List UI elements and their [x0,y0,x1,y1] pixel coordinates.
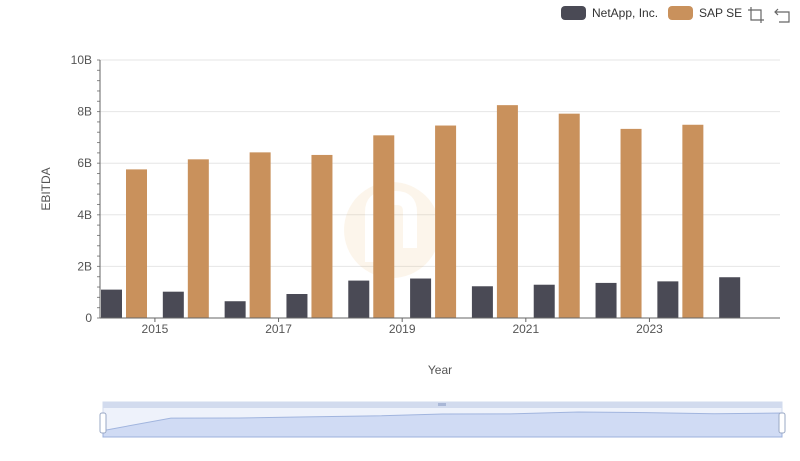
x-tick-label: 2021 [512,322,539,336]
zoom-handle[interactable] [99,412,107,434]
bars-layer [101,105,741,319]
y-axis-label: EBITDA [39,167,53,210]
bar-netapp[interactable] [719,277,741,318]
bar-netapp[interactable] [471,286,493,318]
bar-netapp[interactable] [101,289,122,318]
bar-netapp[interactable] [657,281,679,318]
bar-sap[interactable] [682,124,704,319]
bar-netapp[interactable] [595,282,617,318]
bar-netapp[interactable] [348,280,370,318]
x-tick-label: 2023 [636,322,663,336]
bar-sap[interactable] [620,128,642,318]
legend-label-netapp: NetApp, Inc. [592,6,659,20]
zoom-handle[interactable] [778,412,786,434]
y-tick-label: 8B [77,105,92,119]
legend: NetApp, Inc. SAP SE [561,3,742,23]
restore-icon[interactable] [773,6,791,24]
bar-netapp[interactable] [162,291,184,318]
bar-sap[interactable] [126,169,147,318]
y-tick-label: 10B [71,53,92,67]
legend-label-sap: SAP SE [699,6,743,20]
zoom-grip-icon[interactable] [438,403,446,406]
x-tick-label: 2017 [265,322,292,336]
legend-swatch-sap [668,6,694,20]
x-tick-label: 2015 [142,322,169,336]
bar-sap[interactable] [558,113,580,318]
bar-sap[interactable] [373,135,395,318]
y-tick-label: 4B [77,208,92,222]
legend-item-sap[interactable]: SAP SE [668,6,742,20]
y-tick-label: 2B [77,259,92,273]
bar-netapp[interactable] [224,301,246,318]
y-tick-label: 6B [77,156,92,170]
bar-netapp[interactable] [286,294,308,318]
axes-layer: 0 2B 4B 6B 8B 10B 2015 2017 2019 2021 2023 [71,53,780,336]
x-tick-label: 2019 [389,322,416,336]
bar-netapp[interactable] [410,278,432,318]
bar-netapp[interactable] [533,284,555,318]
y-tick-label: 0 [85,311,92,325]
legend-swatch-netapp [561,6,586,20]
x-axis-label: Year [428,363,452,377]
bar-sap[interactable] [435,125,457,318]
bar-sap[interactable] [496,105,518,319]
toolbox [747,6,791,24]
bar-sap[interactable] [187,159,209,318]
bar-sap[interactable] [249,152,271,318]
zoom-icon[interactable] [747,6,765,24]
legend-item-netapp[interactable]: NetApp, Inc. [561,6,658,20]
bar-sap[interactable] [311,154,333,318]
data-zoom-slider[interactable] [99,401,786,438]
